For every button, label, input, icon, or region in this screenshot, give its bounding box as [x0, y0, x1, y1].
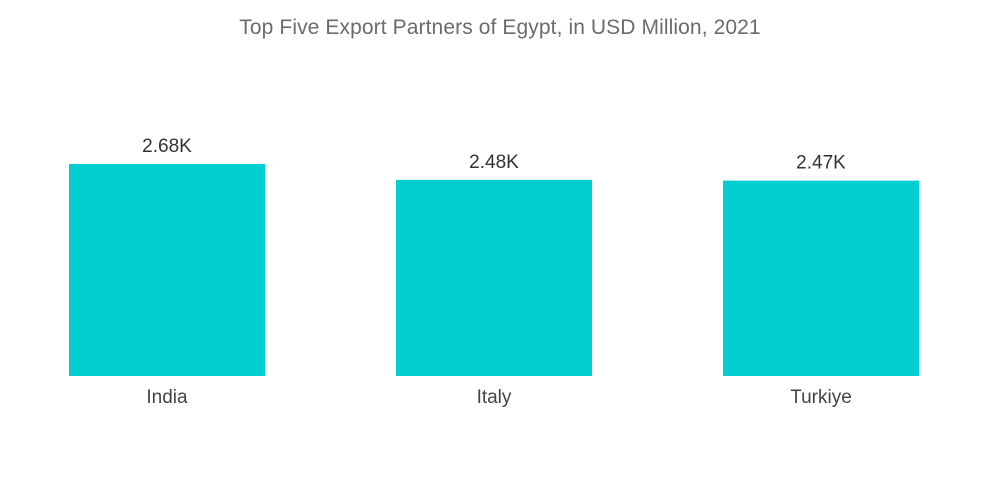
bar-italy	[396, 179, 592, 376]
category-label-india: India	[146, 387, 188, 408]
value-label-india: 2.68K	[142, 136, 192, 157]
value-label-turkiye: 2.47K	[796, 153, 846, 174]
category-label-italy: Italy	[477, 387, 512, 408]
chart-title: Top Five Export Partners of Egypt, in US…	[239, 16, 761, 39]
category-label-turkiye: Turkiye	[790, 387, 852, 408]
bars-group	[69, 164, 919, 376]
category-labels-group: India Italy Turkiye	[146, 387, 851, 408]
bar-india	[69, 164, 265, 376]
value-label-italy: 2.48K	[469, 152, 519, 173]
bar-turkiye	[723, 180, 919, 376]
value-labels-group: 2.68K 2.48K 2.47K	[142, 136, 846, 174]
